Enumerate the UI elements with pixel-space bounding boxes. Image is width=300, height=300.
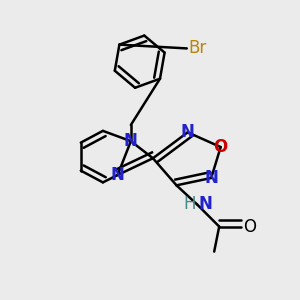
Text: N: N [111,166,124,184]
Text: O: O [214,138,228,156]
Text: N: N [124,132,138,150]
Text: H: H [183,196,196,214]
Text: Br: Br [188,39,206,57]
Text: N: N [204,169,218,187]
Text: O: O [243,218,256,236]
Text: N: N [181,123,195,141]
Text: N: N [199,196,212,214]
